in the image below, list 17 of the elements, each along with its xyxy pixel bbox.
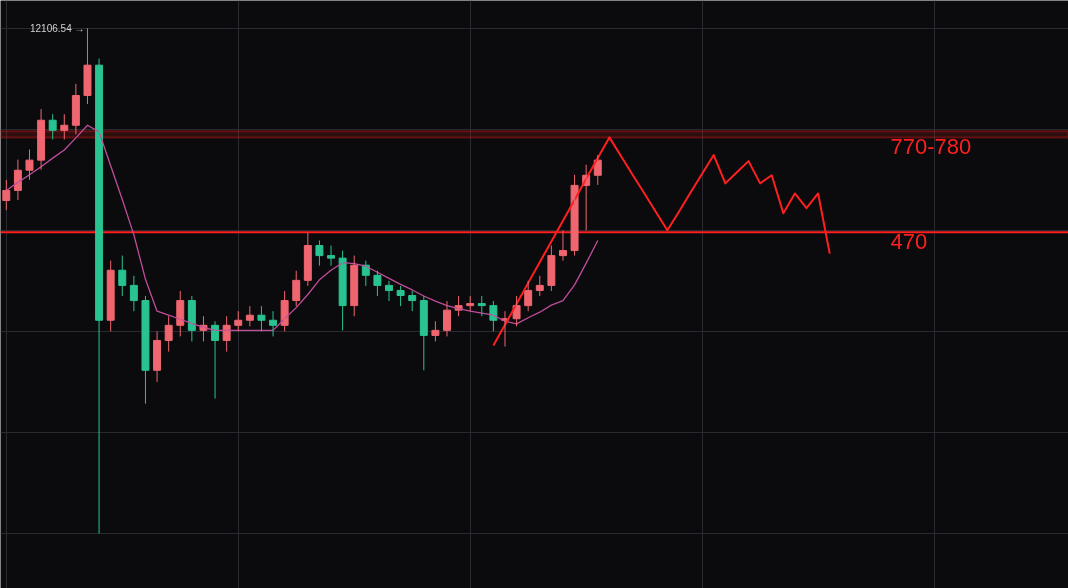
candlestick [489, 300, 498, 332]
candlestick [477, 295, 486, 317]
candlestick [25, 149, 34, 181]
text: 470 [890, 229, 928, 255]
candlestick [396, 285, 405, 307]
candlestick [431, 320, 440, 342]
candlestick [338, 250, 347, 331]
candlestick [257, 305, 266, 332]
candlestick [466, 295, 475, 312]
candlestick [315, 239, 324, 267]
candlestick [83, 27, 92, 105]
candlestick [547, 245, 556, 292]
candlestick [570, 174, 579, 257]
candlestick [141, 295, 150, 405]
candlestick [373, 270, 382, 297]
text: 770-780 [890, 134, 972, 160]
annotation: 12106.54 → [29, 22, 85, 34]
